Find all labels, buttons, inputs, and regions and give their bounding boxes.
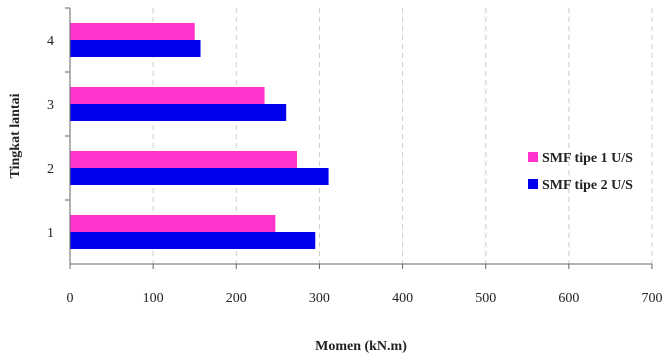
bars <box>70 23 329 249</box>
y-tick-label-1: 1 <box>47 226 54 241</box>
legend-label-2: SMF tipe 2 U/S <box>542 178 633 193</box>
bar-4-series-2 <box>70 40 201 57</box>
x-tick-label-100: 100 <box>143 291 164 306</box>
legend-swatch-2 <box>528 179 538 189</box>
x-tick-label-400: 400 <box>392 291 413 306</box>
x-tick-label-0: 0 <box>67 291 74 306</box>
x-tick-label-500: 500 <box>475 291 496 306</box>
y-tick-label-3: 3 <box>47 98 54 113</box>
legend: SMF tipe 1 U/S SMF tipe 2 U/S <box>528 151 633 193</box>
y-axis-title: Tingkat lantai <box>8 93 23 178</box>
bar-4-series-1 <box>70 23 195 40</box>
y-tick-label-2: 2 <box>47 162 54 177</box>
x-tick-label-300: 300 <box>309 291 330 306</box>
x-tick-label-600: 600 <box>558 291 579 306</box>
bar-2-series-1 <box>70 151 297 168</box>
x-tick-label-200: 200 <box>226 291 247 306</box>
bar-1-series-1 <box>70 215 276 232</box>
legend-swatch-1 <box>528 152 538 162</box>
gridlines <box>152 8 653 264</box>
y-ticks: 1 2 3 4 <box>47 7 70 241</box>
x-ticks: 0 100 200 300 400 500 600 700 <box>67 264 663 306</box>
legend-label-1: SMF tipe 1 U/S <box>542 151 633 166</box>
x-axis-title: Momen (kN.m) <box>315 339 407 354</box>
bar-3-series-2 <box>70 104 287 121</box>
x-tick-label-700: 700 <box>642 291 663 306</box>
bar-1-series-2 <box>70 232 316 249</box>
bar-2-series-2 <box>70 168 329 185</box>
y-tick-label-4: 4 <box>47 34 54 49</box>
bar-3-series-1 <box>70 87 265 104</box>
